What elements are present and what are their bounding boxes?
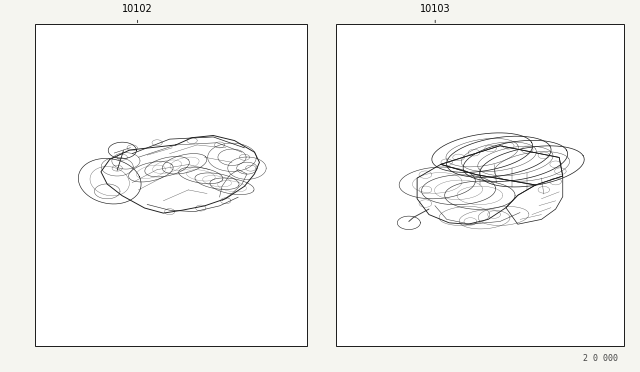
Text: 2 0 000: 2 0 000	[582, 354, 618, 363]
Bar	[336, 24, 624, 346]
Bar	[35, 24, 307, 346]
Text: 10102: 10102	[122, 4, 153, 14]
Text: 10103: 10103	[420, 4, 451, 14]
